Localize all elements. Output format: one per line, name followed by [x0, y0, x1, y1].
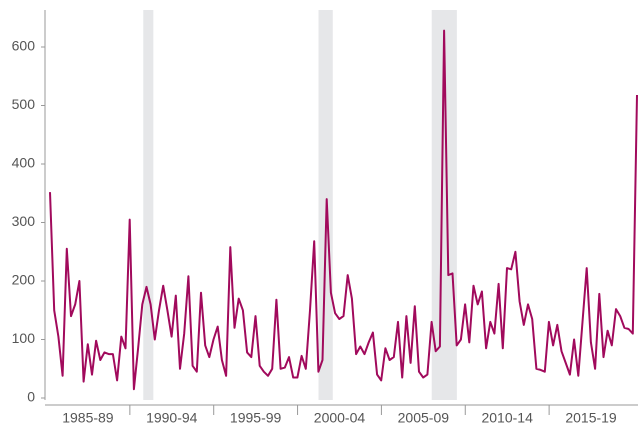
x-tick-label: 2015-19: [565, 410, 617, 426]
y-tick-label: 600: [12, 38, 36, 54]
y-tick-label: 100: [12, 330, 36, 346]
y-tick-label: 500: [12, 96, 36, 112]
y-tick-label: 400: [12, 155, 36, 171]
series-line: [49, 29, 638, 391]
x-tick-label: 1990-94: [146, 410, 198, 426]
y-tick-label: 200: [12, 272, 36, 288]
x-tick-label: 2010-14: [481, 410, 533, 426]
x-tick-label: 1995-99: [230, 410, 282, 426]
x-tick-label: 2005-09: [398, 410, 450, 426]
y-tick-label: 0: [27, 389, 35, 405]
x-tick-label: 1985-89: [62, 410, 114, 426]
recession-band: [143, 10, 154, 400]
y-tick-label: 300: [12, 213, 36, 229]
x-tick-label: 2000-04: [314, 410, 366, 426]
